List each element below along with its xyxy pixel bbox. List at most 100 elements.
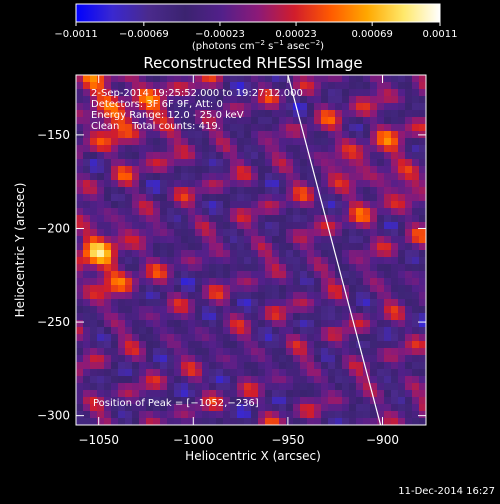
heatmap-cell (104, 306, 112, 314)
heatmap-cell (104, 271, 112, 279)
heatmap-cell (153, 320, 161, 328)
heatmap-cell (209, 152, 217, 160)
heatmap-cell (307, 243, 315, 251)
heatmap-cell (328, 390, 336, 398)
heatmap-cell (237, 334, 245, 342)
heatmap-cell (216, 82, 224, 90)
heatmap-cell (76, 152, 84, 160)
heatmap-cell (391, 306, 399, 314)
heatmap-cell (363, 117, 371, 125)
heatmap-cell (90, 215, 98, 223)
heatmap-cell (300, 390, 308, 398)
heatmap-cell (377, 313, 385, 321)
heatmap-cell (125, 222, 133, 230)
heatmap-cell (335, 369, 343, 377)
heatmap-cell (398, 285, 406, 293)
heatmap-cell (76, 411, 84, 419)
heatmap-cell (265, 250, 273, 258)
heatmap-cell (209, 327, 217, 335)
heatmap-cell (335, 222, 343, 230)
heatmap-cell (181, 292, 189, 300)
heatmap-cell (272, 215, 280, 223)
heatmap-cell (76, 208, 84, 216)
heatmap-cell (391, 96, 399, 104)
heatmap-cell (370, 180, 378, 188)
heatmap-cell (244, 222, 252, 230)
heatmap-cell (314, 278, 322, 286)
heatmap-cell (146, 327, 154, 335)
heatmap-cell (209, 369, 217, 377)
heatmap-cell (279, 187, 287, 195)
heatmap-cell (104, 131, 112, 139)
heatmap-cell (307, 271, 315, 279)
heatmap-cell (356, 96, 364, 104)
heatmap-cell (391, 355, 399, 363)
heatmap-cell (377, 362, 385, 370)
heatmap-cell (391, 341, 399, 349)
heatmap-cell (230, 362, 238, 370)
heatmap-cell (160, 229, 168, 237)
heatmap-cell (188, 243, 196, 251)
heatmap-cell (118, 138, 126, 146)
heatmap-cell (104, 236, 112, 244)
heatmap-cell (377, 96, 385, 104)
heatmap-cell (195, 341, 203, 349)
heatmap-cell (216, 306, 224, 314)
heatmap-cell (328, 404, 336, 412)
heatmap-cell (314, 369, 322, 377)
heatmap-cell (223, 278, 231, 286)
heatmap-cell (300, 75, 308, 83)
heatmap-cell (328, 229, 336, 237)
heatmap-cell (279, 138, 287, 146)
heatmap-cell (272, 264, 280, 272)
heatmap-cell (328, 82, 336, 90)
heatmap-cell (216, 159, 224, 167)
heatmap-cell (181, 355, 189, 363)
heatmap-cell (405, 208, 413, 216)
heatmap-cell (321, 313, 329, 321)
heatmap-cell (97, 292, 105, 300)
heatmap-cell (132, 306, 140, 314)
heatmap-cell (300, 201, 308, 209)
heatmap-cell (272, 404, 280, 412)
heatmap-cell (104, 180, 112, 188)
heatmap-cell (349, 411, 357, 419)
heatmap-cell (132, 208, 140, 216)
heatmap-cell (398, 243, 406, 251)
heatmap-cell (391, 404, 399, 412)
heatmap-cell (293, 369, 301, 377)
heatmap-cell (125, 376, 133, 384)
heatmap-cell (377, 215, 385, 223)
heatmap-cell (132, 348, 140, 356)
heatmap-cell (167, 208, 175, 216)
heatmap-cell (398, 145, 406, 153)
heatmap-cell (132, 82, 140, 90)
heatmap-cell (391, 187, 399, 195)
heatmap-cell (293, 117, 301, 125)
heatmap-cell (160, 180, 168, 188)
heatmap-cell (314, 215, 322, 223)
heatmap-cell (216, 362, 224, 370)
heatmap-cell (111, 376, 119, 384)
heatmap-cell (251, 103, 259, 111)
heatmap-cell (412, 187, 420, 195)
heatmap-cell (97, 369, 105, 377)
heatmap-cell (97, 138, 105, 146)
heatmap-cell (307, 166, 315, 174)
heatmap-cell (153, 362, 161, 370)
heatmap-cell (328, 369, 336, 377)
heatmap-cell (146, 390, 154, 398)
heatmap-cell (111, 187, 119, 195)
heatmap-cell (244, 397, 252, 405)
heatmap-cell (321, 110, 329, 118)
heatmap-cell (419, 243, 426, 251)
heatmap-cell (202, 222, 210, 230)
heatmap-cell (342, 180, 350, 188)
heatmap-cell (174, 236, 182, 244)
heatmap-cell (90, 362, 98, 370)
heatmap-cell (412, 250, 420, 258)
heatmap-cell (83, 341, 91, 349)
heatmap-cell (328, 264, 336, 272)
heatmap-cell (118, 285, 126, 293)
heatmap-cell (181, 306, 189, 314)
